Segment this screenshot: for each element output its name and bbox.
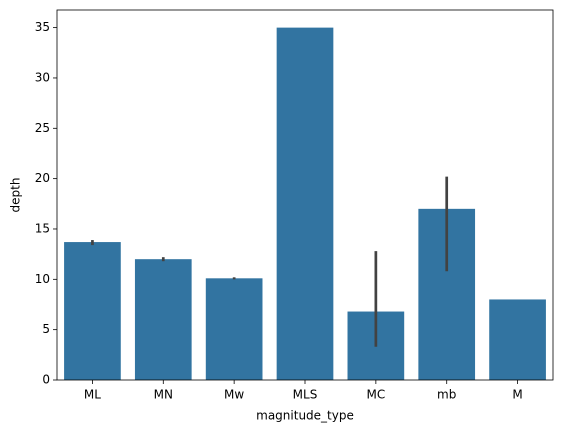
y-axis-label: depth bbox=[9, 178, 23, 213]
plot-frame bbox=[56, 9, 554, 381]
x-axis-label: magnitude_type bbox=[256, 409, 354, 423]
y-tick-label: 30 bbox=[35, 70, 50, 84]
bar bbox=[134, 259, 192, 380]
x-tick-label: MLS bbox=[293, 388, 318, 402]
bar bbox=[205, 278, 263, 380]
x-tick-label: ML bbox=[84, 388, 101, 402]
bar bbox=[276, 27, 334, 380]
x-tick-label: MC bbox=[366, 388, 385, 402]
y-tick-label: 35 bbox=[35, 20, 50, 34]
y-tick-label: 10 bbox=[35, 272, 50, 286]
x-tick-label: mb bbox=[437, 388, 456, 402]
y-tick-label: 20 bbox=[35, 171, 50, 185]
x-tick-label: Mw bbox=[224, 388, 244, 402]
x-tick-label: MN bbox=[154, 388, 173, 402]
y-tick-label: 25 bbox=[35, 121, 50, 135]
x-tick-label: M bbox=[512, 388, 522, 402]
y-tick-label: 15 bbox=[35, 221, 50, 235]
y-tick-label: 0 bbox=[42, 373, 50, 387]
y-tick-label: 5 bbox=[42, 322, 50, 336]
bar bbox=[64, 242, 121, 380]
bar bbox=[489, 299, 546, 380]
